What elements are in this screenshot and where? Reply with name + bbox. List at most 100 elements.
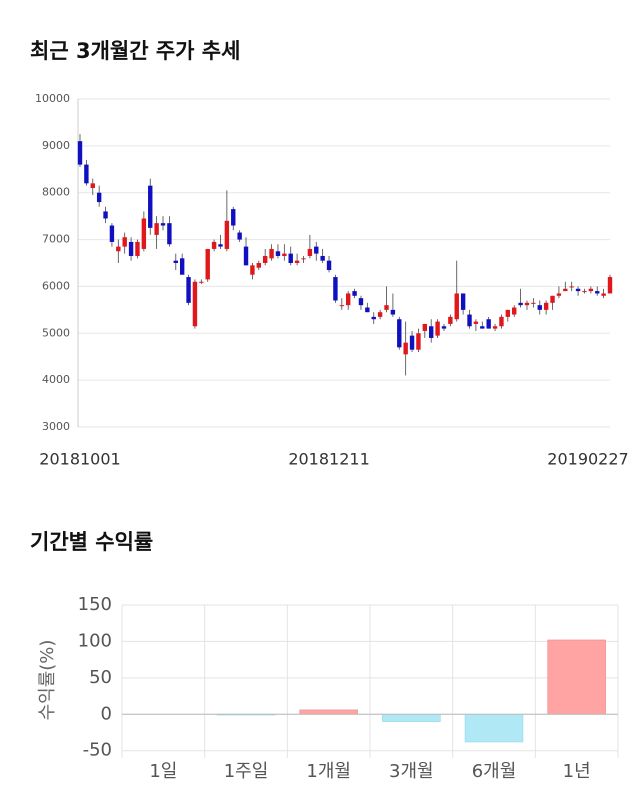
candle-body <box>154 223 159 235</box>
candle-body <box>262 255 268 263</box>
candle-body <box>135 241 140 256</box>
x-tick-label: 3개월 <box>389 761 434 782</box>
candle-body <box>492 326 498 329</box>
candle-body <box>499 316 504 327</box>
candle-body <box>448 316 453 324</box>
x-tick-label: 6개월 <box>472 761 517 782</box>
y-tick-label: 100 <box>78 630 112 651</box>
candle-body <box>141 218 147 249</box>
candle-body <box>588 288 594 292</box>
x-tick-label: 1주일 <box>224 761 269 782</box>
candle-body <box>160 223 166 226</box>
candle-body <box>211 241 217 249</box>
candle-body <box>441 326 447 329</box>
candle-body <box>205 248 210 280</box>
candle-body <box>173 260 178 263</box>
x-tick-label: 1년 <box>563 761 591 782</box>
y-tick-label: 3000 <box>42 420 70 433</box>
candle-body <box>429 326 434 338</box>
candle-body <box>371 316 376 320</box>
candle-body <box>301 258 306 260</box>
candle-body <box>563 288 568 292</box>
candle-body <box>320 255 325 261</box>
x-tick-label: 1일 <box>149 761 177 782</box>
candle-body <box>218 244 223 247</box>
candle-body <box>326 260 332 271</box>
candle-body <box>537 305 542 310</box>
candle-body <box>595 291 600 294</box>
candle-body <box>518 302 523 306</box>
candle-body <box>128 241 134 256</box>
candle-body <box>192 281 198 327</box>
candle-body <box>237 232 242 240</box>
candle-body <box>77 141 83 165</box>
candle-body <box>109 225 115 242</box>
candle-body <box>294 260 300 263</box>
candle-body <box>186 277 191 303</box>
candle-body <box>556 293 562 296</box>
candle-body <box>531 302 536 304</box>
x-tick-label: 20181001 <box>39 450 120 469</box>
bar <box>299 709 358 715</box>
candle-body <box>365 307 370 313</box>
candle-body <box>243 246 249 266</box>
bar <box>547 639 606 715</box>
y-axis-label: 수익률(%) <box>37 640 58 721</box>
bar <box>382 713 441 722</box>
candle-body <box>250 265 255 275</box>
candle-body <box>96 192 102 203</box>
candle-body <box>116 246 121 252</box>
y-tick-label: -50 <box>83 740 112 761</box>
candle-body <box>148 185 153 228</box>
candle-body <box>460 293 466 310</box>
candle-body <box>314 246 319 254</box>
candle-body <box>307 248 313 256</box>
candle-body <box>282 253 287 256</box>
candle-body <box>467 314 472 327</box>
candle-body <box>575 288 581 292</box>
candle-body <box>397 319 402 348</box>
y-tick-label: 8000 <box>42 186 70 199</box>
candle-body <box>480 326 485 329</box>
candle-body <box>333 277 338 301</box>
y-tick-label: 4000 <box>42 373 70 386</box>
y-tick-label: 6000 <box>42 279 70 292</box>
y-tick-label: 10000 <box>35 92 70 105</box>
y-tick-label: 7000 <box>42 233 70 246</box>
candle-body <box>486 319 491 329</box>
candle-body <box>416 333 421 350</box>
candle-body <box>543 302 549 310</box>
chart-title: 최근 3개월간 주가 추세 <box>30 39 240 63</box>
candle-body <box>167 223 172 245</box>
candle-body <box>550 295 555 303</box>
candle-body <box>569 286 574 288</box>
candle-body <box>505 309 511 317</box>
candle-body <box>90 183 95 189</box>
candle-body <box>390 309 396 315</box>
candle-body <box>275 251 281 256</box>
candle-body <box>512 307 517 315</box>
candle-body <box>422 323 428 331</box>
candle-body <box>339 305 345 307</box>
candle-body <box>122 237 127 247</box>
chart-title: 기간별 수익률 <box>30 530 153 554</box>
x-tick-label: 20181211 <box>288 450 369 469</box>
candle-body <box>403 342 408 355</box>
candle-body <box>384 305 389 310</box>
candle-body <box>524 302 530 306</box>
x-tick-label: 20190227 <box>547 450 628 469</box>
candle-body <box>256 263 261 268</box>
candle-body <box>179 258 185 275</box>
candle-body <box>435 321 440 336</box>
candle-body <box>224 220 230 249</box>
candle-body <box>473 321 479 324</box>
candle-body <box>103 211 108 219</box>
candle-body <box>358 298 364 306</box>
candle-body <box>288 253 293 263</box>
candle-body <box>454 293 459 320</box>
candle-body <box>607 277 613 294</box>
candle-body <box>84 164 89 184</box>
y-tick-label: 150 <box>78 594 112 615</box>
y-tick-label: 5000 <box>42 326 70 339</box>
